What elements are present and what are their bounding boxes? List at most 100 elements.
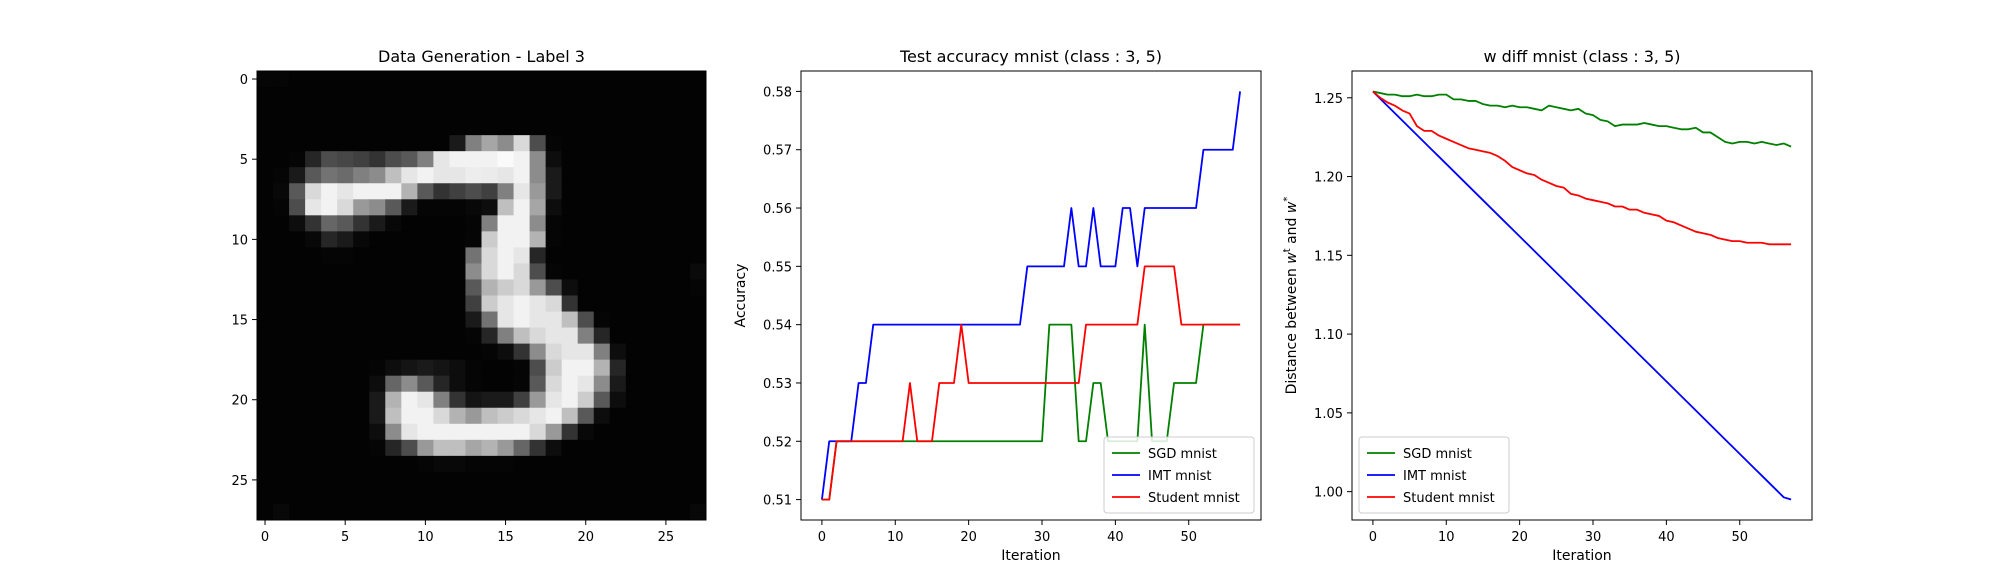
y-tick-label: 25 (231, 474, 248, 489)
y-axis-label-w: w (1284, 201, 1300, 213)
pixel-cell (353, 231, 370, 248)
pixel-cell (561, 183, 579, 200)
pixel-cell (369, 151, 386, 168)
legend-label: IMT mnist (1403, 469, 1467, 484)
x-axis-ticks: 0 10 20 30 40 50 (818, 520, 1197, 545)
pixel-cell (321, 343, 338, 361)
pixel-cell (529, 119, 547, 136)
pixel-cell (529, 199, 547, 216)
legend-box (1103, 436, 1255, 514)
pixel-cell (673, 359, 691, 377)
pixel-cell (273, 439, 290, 457)
pixel-cell (337, 295, 354, 313)
pixel-cell (337, 135, 354, 152)
pixel-cell (449, 135, 466, 152)
y-tick-label: 15 (231, 314, 248, 329)
pixel-cell (433, 151, 450, 168)
pixel-cell (625, 423, 643, 441)
y-axis-label-star: * (1282, 197, 1293, 202)
pixel-cell (417, 487, 434, 505)
pixel-cell (577, 279, 595, 296)
pixel-cell (353, 71, 370, 88)
pixel-cell (321, 327, 338, 345)
pixel-cell (401, 231, 418, 248)
pixel-cell (257, 71, 274, 88)
pixel-cell (481, 263, 499, 280)
pixel-cell (465, 151, 482, 168)
pixel-cell (401, 439, 418, 457)
x-tick-label: 25 (658, 530, 675, 545)
pixel-cell (529, 487, 547, 505)
heatmap-image (257, 71, 707, 521)
legend-label: SGD mnist (1148, 447, 1217, 462)
pixel-cell (577, 231, 595, 248)
pixel-cell (433, 423, 450, 441)
pixel-cell (577, 455, 595, 473)
pixel-cell (481, 87, 499, 104)
pixel-cell (305, 295, 322, 313)
pixel-cell (305, 471, 322, 489)
pixel-cell (353, 423, 370, 441)
y-tick-label: 1.25 (1314, 92, 1343, 107)
pixel-cell (625, 375, 643, 393)
pixel-cell (481, 183, 499, 200)
pixel-cell (513, 391, 531, 409)
pixel-cell (257, 87, 274, 104)
pixel-cell (609, 87, 627, 104)
pixel-cell (401, 71, 418, 88)
pixel-cell (433, 87, 450, 104)
pixel-cell (609, 151, 627, 168)
pixel-cell (289, 247, 306, 264)
pixel-cell (321, 455, 338, 473)
pixel-cell (577, 311, 595, 329)
pixel-cell (625, 247, 643, 264)
y-axis-label-part: and (1284, 213, 1300, 248)
pixel-cell (465, 343, 482, 361)
pixel-cell (257, 295, 274, 313)
pixel-cell (561, 279, 579, 296)
pixel-cell (385, 71, 402, 88)
pixel-cell (689, 263, 707, 280)
pixel-cell (545, 135, 563, 152)
pixel-cell (449, 263, 466, 280)
series-line-student-mnist (821, 265, 1241, 501)
pixel-cell (545, 423, 563, 441)
pixel-cell (417, 167, 434, 184)
pixel-cell (321, 167, 338, 184)
pixel-cell (337, 471, 354, 489)
pixel-cell (689, 71, 707, 88)
pixel-cell (529, 215, 547, 232)
pixel-cell (657, 311, 675, 329)
pixel-cell (337, 327, 354, 345)
pixel-cell (545, 151, 563, 168)
pixel-cell (481, 311, 499, 329)
pixel-cell (481, 215, 499, 232)
pixel-cell (497, 215, 515, 232)
pixel-cell (305, 311, 322, 329)
pixel-cell (465, 295, 482, 313)
pixel-cell (337, 311, 354, 329)
pixel-cell (353, 199, 370, 216)
pixel-cell (545, 503, 563, 521)
pixel-cell (273, 103, 290, 120)
pixel-cell (561, 103, 579, 120)
pixel-cell (337, 455, 354, 473)
pixel-cell (337, 71, 354, 88)
pixel-cell (529, 375, 547, 393)
pixel-cell (449, 103, 466, 120)
pixel-cell (353, 407, 370, 425)
pixel-cell (337, 439, 354, 457)
pixel-cell (641, 487, 659, 505)
pixel-cell (625, 343, 643, 361)
pixel-cell (561, 407, 579, 425)
pixel-cell (449, 487, 466, 505)
pixel-cell (513, 151, 531, 168)
pixel-cell (289, 263, 306, 280)
pixel-cell (417, 295, 434, 313)
pixel-cell (289, 103, 306, 120)
pixel-cell (657, 407, 675, 425)
pixel-cell (609, 279, 627, 296)
pixel-cell (465, 375, 482, 393)
pixel-cell (321, 423, 338, 441)
pixel-cell (609, 343, 627, 361)
